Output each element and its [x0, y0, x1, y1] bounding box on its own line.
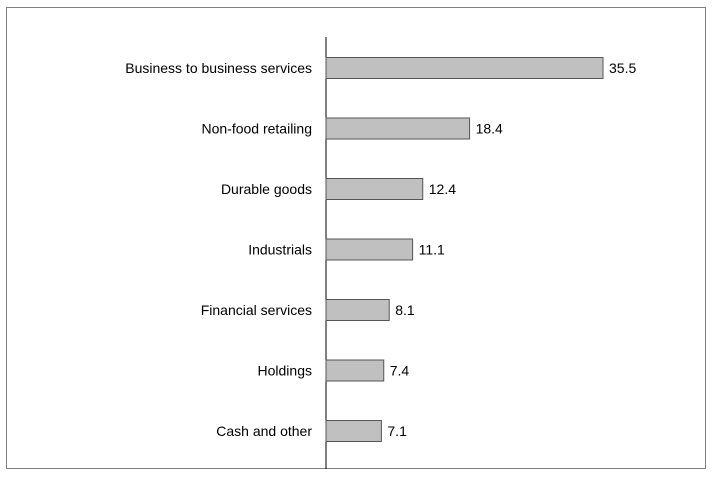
value-label: 7.4: [390, 363, 410, 379]
value-label: 7.1: [387, 423, 407, 439]
value-labels-group: 35.5 18.4 12.4 11.1 8.1 7.4 7.1: [387, 60, 636, 439]
value-label: 12.4: [429, 181, 456, 197]
category-label: Industrials: [248, 242, 312, 258]
bar: [325, 299, 390, 321]
bar: [325, 117, 471, 140]
bar: [325, 359, 385, 382]
value-label: 11.1: [419, 242, 445, 258]
category-label: Business to business services: [125, 60, 312, 76]
bars-group: [325, 57, 604, 442]
category-label: Non-food retailing: [201, 121, 312, 137]
chart-frame: [6, 7, 706, 469]
value-label: 35.5: [609, 60, 636, 76]
category-label: Financial services: [201, 302, 312, 318]
category-label: Holdings: [258, 363, 312, 379]
value-label: 18.4: [476, 121, 503, 137]
bar: [325, 238, 414, 261]
bar: [325, 57, 604, 79]
category-label: Cash and other: [216, 423, 312, 439]
bar: [325, 420, 382, 442]
value-label: 8.1: [395, 302, 415, 318]
bar: [325, 178, 424, 200]
category-labels-group: Business to business services Non-food re…: [125, 60, 312, 439]
category-label: Durable goods: [221, 181, 312, 197]
